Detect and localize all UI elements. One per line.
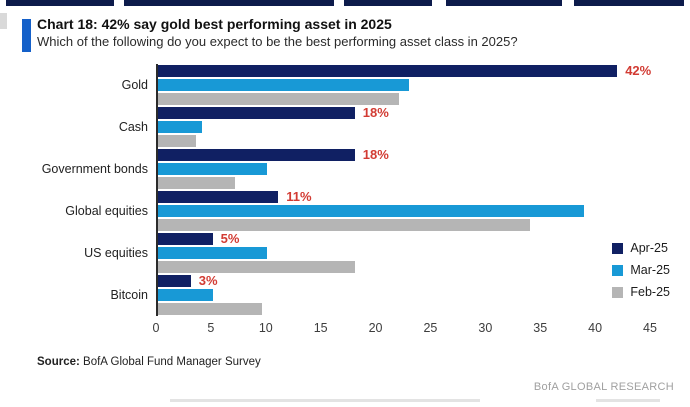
bar-mar-25-cash bbox=[158, 121, 202, 133]
bar-mar-25-us-equities bbox=[158, 247, 268, 259]
bar-feb-25-cash bbox=[158, 135, 197, 147]
bar-mar-25-bitcoin bbox=[158, 289, 213, 301]
category-label-government-bonds: Government bonds bbox=[41, 161, 148, 176]
bar-group-gold: 42% bbox=[156, 63, 652, 106]
chart-row-gold: Gold 42% bbox=[24, 63, 652, 106]
bar-group-us-equities: 5% bbox=[156, 232, 650, 274]
x-tick-10: 10 bbox=[258, 321, 273, 335]
chart-row-global-equities: Global equities 11% bbox=[24, 190, 650, 232]
chart-subtitle: Which of the following do you expect to … bbox=[37, 34, 518, 49]
value-label-government-bonds: 18% bbox=[362, 147, 389, 162]
category-label-us-equities: US equities bbox=[84, 245, 148, 260]
video-artifact-top bbox=[0, 0, 690, 6]
bar-apr-25-us-equities bbox=[158, 233, 213, 245]
bar-group-global-equities: 11% bbox=[156, 190, 650, 232]
value-label-bitcoin: 3% bbox=[198, 273, 218, 288]
category-label-gold: Gold bbox=[121, 77, 148, 92]
x-tick-0: 0 bbox=[152, 321, 160, 335]
x-axis: 0 5 10 15 20 25 30 35 40 45 bbox=[24, 319, 657, 339]
x-tick-35: 35 bbox=[533, 321, 548, 335]
category-label-global-equities: Global equities bbox=[65, 203, 148, 218]
bar-apr-25-cash bbox=[158, 107, 355, 119]
legend-swatch-apr-25 bbox=[612, 243, 624, 254]
value-label-cash: 18% bbox=[362, 105, 389, 120]
bar-feb-25-government-bonds bbox=[158, 177, 235, 189]
x-tick-20: 20 bbox=[368, 321, 383, 335]
source-text: BofA Global Fund Manager Survey bbox=[79, 356, 261, 368]
chart-row-government-bonds: Government bonds 18% bbox=[24, 148, 650, 190]
x-tick-40: 40 bbox=[588, 321, 603, 335]
x-axis-ticks: 0 5 10 15 20 25 30 35 40 45 bbox=[152, 319, 657, 339]
x-axis-spacer bbox=[24, 319, 156, 339]
chart-title: Chart 18: 42% say gold best performing a… bbox=[37, 16, 392, 32]
legend-label-feb-25: Feb-25 bbox=[630, 285, 670, 299]
bar-group-bitcoin: 3% bbox=[156, 274, 650, 316]
bar-apr-25-bitcoin bbox=[158, 275, 191, 287]
x-tick-30: 30 bbox=[478, 321, 493, 335]
video-artifact-left bbox=[0, 13, 7, 29]
bar-group-government-bonds: 18% bbox=[156, 148, 650, 190]
chart-row-us-equities: US equities 5% bbox=[24, 232, 650, 274]
brand-mark: BofA GLOBAL RESEARCH bbox=[533, 381, 674, 393]
chart-rows: Gold 42% Cash 18% Government bonds 18% Global … bbox=[24, 63, 652, 316]
bar-group-cash: 18% bbox=[156, 106, 650, 148]
source-label: Source: bbox=[37, 356, 80, 368]
legend-swatch-feb-25 bbox=[612, 287, 624, 298]
chart-row-bitcoin: Bitcoin 3% bbox=[24, 274, 650, 316]
x-tick-45: 45 bbox=[643, 321, 657, 335]
value-label-global-equities: 11% bbox=[286, 189, 312, 204]
category-label-cash: Cash bbox=[118, 119, 148, 134]
bar-apr-25-government-bonds bbox=[158, 149, 355, 161]
bar-mar-25-global-equities bbox=[158, 205, 585, 217]
legend-item-apr-25: Apr-25 bbox=[612, 242, 670, 255]
bar-chart: Gold 42% Cash 18% Government bonds 18% Global … bbox=[24, 63, 657, 339]
chart-legend: Apr-25 Mar-25 Feb-25 bbox=[612, 242, 670, 299]
bar-mar-25-gold bbox=[158, 79, 410, 91]
title-accent-bar bbox=[22, 19, 31, 52]
legend-item-mar-25: Mar-25 bbox=[612, 264, 670, 277]
legend-swatch-mar-25 bbox=[612, 265, 624, 276]
chart-row-cash: Cash 18% bbox=[24, 106, 650, 148]
bar-apr-25-gold bbox=[158, 65, 618, 77]
legend-label-mar-25: Mar-25 bbox=[630, 263, 670, 277]
value-label-gold: 42% bbox=[625, 63, 652, 78]
bar-feb-25-global-equities bbox=[158, 219, 530, 231]
x-tick-5: 5 bbox=[207, 321, 215, 335]
x-tick-15: 15 bbox=[313, 321, 328, 335]
bar-feb-25-us-equities bbox=[158, 261, 355, 273]
legend-item-feb-25: Feb-25 bbox=[612, 286, 670, 299]
legend-label-apr-25: Apr-25 bbox=[630, 241, 668, 255]
value-label-us-equities: 5% bbox=[220, 231, 240, 246]
x-tick-25: 25 bbox=[423, 321, 438, 335]
bar-feb-25-gold bbox=[158, 93, 399, 105]
source-line: Source: BofA Global Fund Manager Survey bbox=[37, 356, 261, 368]
chart-header: Chart 18: 42% say gold best performing a… bbox=[22, 16, 670, 52]
bar-mar-25-government-bonds bbox=[158, 163, 268, 175]
bar-feb-25-bitcoin bbox=[158, 303, 262, 315]
bar-apr-25-global-equities bbox=[158, 191, 279, 203]
category-label-bitcoin: Bitcoin bbox=[110, 287, 148, 302]
